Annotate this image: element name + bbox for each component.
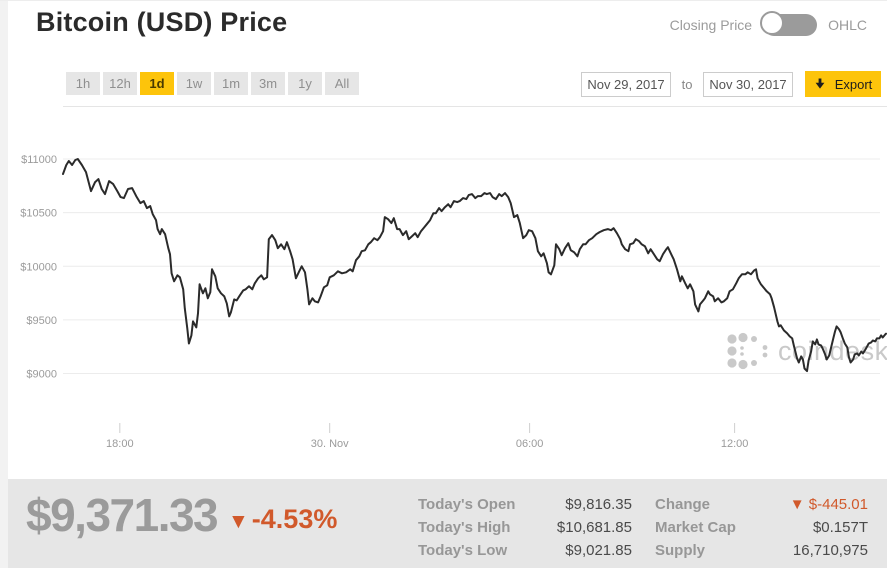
- stat-label-supply: Supply: [655, 542, 706, 559]
- download-icon: [815, 78, 825, 89]
- range-button-12h[interactable]: 12h: [103, 72, 137, 95]
- y-axis-label: $11000: [21, 154, 57, 166]
- down-triangle-icon: ▼: [228, 510, 249, 533]
- x-axis-label: 18:00: [106, 438, 134, 450]
- y-axis-label: $10000: [20, 261, 57, 273]
- stat-value-change: ▼ $-445.01: [789, 496, 868, 513]
- page-title: Bitcoin (USD) Price: [36, 7, 288, 37]
- stat-label-open: Today's Open: [418, 496, 516, 513]
- stat-label-high: Today's High: [418, 519, 511, 536]
- x-axis-label: 06:00: [516, 438, 544, 450]
- x-axis-label: 12:00: [721, 438, 749, 450]
- coindesk-watermark: coindesk: [725, 331, 887, 371]
- time-range-buttons: 1h 12h 1d 1w 1m 3m 1y All: [66, 72, 359, 95]
- today-stats-column: Today's Open $9,816.35 Today's High $10,…: [418, 493, 632, 562]
- range-button-1h[interactable]: 1h: [66, 72, 100, 95]
- stat-row-low: Today's Low $9,021.85: [418, 539, 632, 562]
- y-axis-label: $9000: [26, 369, 57, 381]
- change-percent-value: -4.53%: [251, 504, 338, 534]
- date-to-input[interactable]: [703, 71, 793, 97]
- export-button[interactable]: Export: [805, 71, 881, 97]
- market-stats-column: Change ▼ $-445.01 Market Cap $0.157T Sup…: [655, 493, 868, 562]
- coindesk-logo-icon: [727, 332, 768, 370]
- date-range-controls: to Export: [581, 71, 881, 97]
- range-button-1y[interactable]: 1y: [288, 72, 322, 95]
- closing-price-label: Closing Price: [669, 17, 753, 33]
- stat-value-supply: 16,710,975: [792, 542, 868, 559]
- current-price: $9,371.33: [26, 489, 219, 541]
- stat-row-market-cap: Market Cap $0.157T: [655, 516, 868, 539]
- stat-row-high: Today's High $10,681.85: [418, 516, 632, 539]
- page-left-gutter: [0, 1, 8, 568]
- x-axis-label: 30. Nov: [311, 438, 349, 450]
- stat-label-low: Today's Low: [418, 542, 508, 559]
- header-divider: [63, 106, 887, 107]
- stat-value-low: $9,021.85: [565, 542, 632, 559]
- stats-bar: [0, 479, 887, 568]
- stat-row-supply: Supply 16,710,975: [655, 539, 868, 562]
- price-chart[interactable]: $11000 $10500 $10000 $9500 $9000 18:00 30. Nov…: [0, 1, 887, 463]
- stat-value-open: $9,816.35: [565, 496, 632, 513]
- date-from-input[interactable]: [581, 71, 671, 97]
- stat-row-change: Change ▼ $-445.01: [655, 493, 868, 516]
- chart-type-toggle[interactable]: [760, 11, 818, 36]
- stat-value-high: $10,681.85: [556, 519, 632, 536]
- range-button-all[interactable]: All: [325, 72, 359, 95]
- stat-label-change: Change: [655, 496, 711, 513]
- range-button-1w[interactable]: 1w: [177, 72, 211, 95]
- range-button-1d[interactable]: 1d: [140, 72, 174, 95]
- export-label: Export: [834, 76, 873, 92]
- ohlc-label: OHLC: [828, 17, 867, 33]
- y-axis-label: $9500: [26, 315, 57, 327]
- stat-label-market-cap: Market Cap: [655, 519, 736, 536]
- stat-value-market-cap: $0.157T: [812, 519, 868, 536]
- price-change-percent: ▼ -4.53%: [228, 504, 337, 535]
- date-to-separator: to: [681, 76, 693, 92]
- toggle-knob[interactable]: [760, 11, 785, 35]
- y-axis-label: $10500: [20, 208, 57, 220]
- stat-row-open: Today's Open $9,816.35: [418, 493, 632, 516]
- range-button-1m[interactable]: 1m: [214, 72, 248, 95]
- chart-type-toggle-group: Closing Price OHLC: [669, 11, 867, 36]
- range-button-3m[interactable]: 3m: [251, 72, 285, 95]
- price-line-series[interactable]: [62, 158, 887, 373]
